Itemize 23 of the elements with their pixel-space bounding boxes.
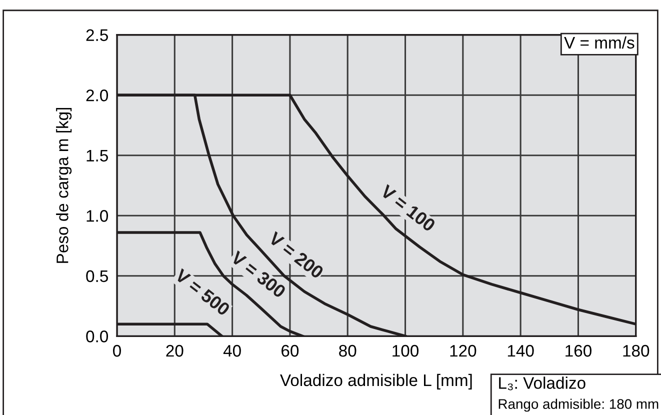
x-tick-label: 140 bbox=[508, 344, 534, 357]
y-tick-label: 0.0 bbox=[86, 330, 108, 342]
x-tick-label: 100 bbox=[392, 344, 419, 357]
y-tick-label: 2.0 bbox=[86, 90, 108, 102]
text: V = 500 bbox=[174, 268, 231, 316]
x-tick-label: 80 bbox=[339, 344, 356, 357]
x-tick-label: 60 bbox=[282, 344, 299, 357]
x-tick-label: 120 bbox=[450, 344, 476, 357]
text: V = 100 bbox=[380, 184, 436, 232]
x-tick-label: 20 bbox=[166, 344, 184, 357]
x-tick-label: 0 bbox=[113, 344, 121, 357]
x-axis-title: Voladizo admisible L [mm] bbox=[280, 374, 472, 390]
y-tick-label: 1.5 bbox=[86, 150, 108, 162]
x-tick-label: 180 bbox=[623, 344, 650, 357]
text: L₃: Voladizo bbox=[499, 376, 586, 390]
annotation: V = mm/s bbox=[564, 36, 634, 49]
y-tick-label: 1.0 bbox=[86, 210, 108, 222]
y-tick-label: 2.5 bbox=[86, 29, 108, 42]
x-tick-label: 40 bbox=[223, 344, 241, 357]
text: Rango admisible: 180 mm bbox=[498, 398, 658, 412]
y-tick-label: 0.5 bbox=[86, 270, 108, 282]
y-axis-title: Peso de carga m [kg] bbox=[56, 108, 72, 263]
x-tick-label: 160 bbox=[566, 344, 592, 357]
